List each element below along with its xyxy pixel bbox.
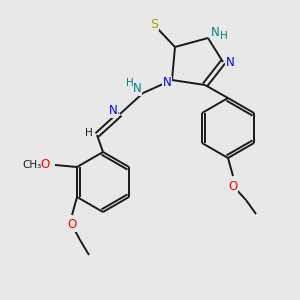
Text: N: N [109,104,117,118]
Text: O: O [68,218,76,232]
Text: O: O [228,179,238,193]
Text: S: S [150,17,158,31]
Text: H: H [126,78,134,88]
Text: CH₃: CH₃ [22,160,42,170]
Text: H: H [85,128,93,138]
Text: N: N [226,56,234,68]
Text: O: O [40,158,50,172]
Text: N: N [211,26,219,40]
Text: N: N [163,76,171,89]
Text: H: H [220,31,228,41]
Text: N: N [133,82,141,95]
